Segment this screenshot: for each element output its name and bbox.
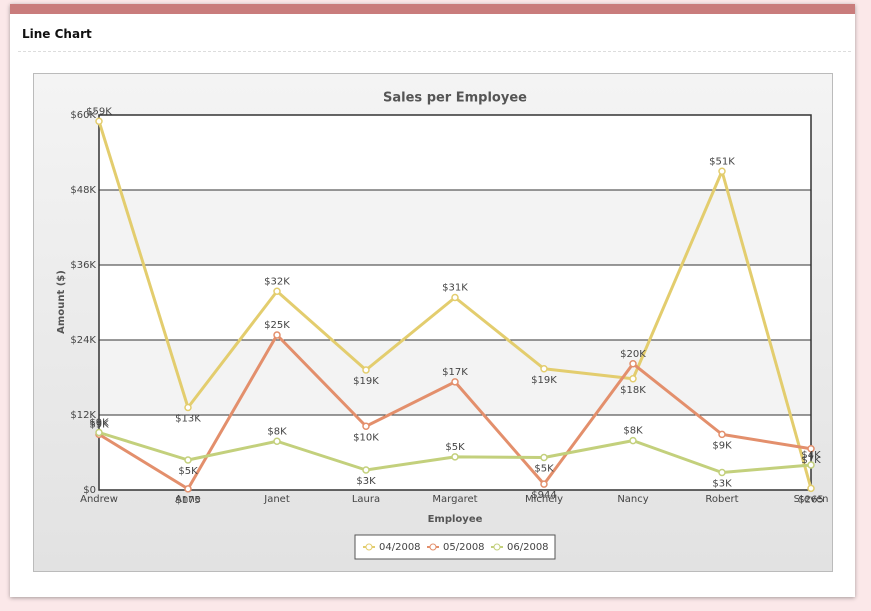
data-label: $8K (623, 426, 643, 437)
y-axis-label: Amount ($) (56, 270, 67, 334)
data-point (273, 287, 281, 295)
data-label: $5K (178, 466, 198, 477)
data-point (629, 360, 637, 368)
data-label: $4K (801, 450, 821, 461)
data-label: $9K (89, 418, 109, 429)
chart: Sales per Employee Employee Amount ($) $… (33, 73, 833, 572)
x-tick-label: Nancy (617, 494, 648, 505)
data-label: $19K (353, 376, 379, 387)
y-tick-label: $36K (70, 260, 96, 271)
plot-band (99, 340, 811, 415)
data-point (362, 422, 370, 430)
x-tick-label: Michely (525, 494, 563, 505)
data-label: $25K (264, 320, 290, 331)
panel: Line Chart Sales per Employee Employee A… (10, 4, 855, 597)
data-label: $3K (712, 479, 732, 490)
data-label: $5K (534, 464, 554, 475)
data-point (540, 453, 548, 462)
x-tick-label: Janet (263, 494, 290, 505)
y-tick-label: $24K (70, 335, 96, 346)
data-label: $9K (712, 440, 732, 451)
data-point (362, 466, 370, 474)
data-point (273, 331, 281, 339)
plot-band (99, 265, 811, 340)
legend-label: 05/2008 (443, 542, 485, 553)
data-point (95, 117, 103, 125)
plot-border (98, 114, 812, 491)
legend-box (354, 534, 556, 560)
x-tick-label: Steven (794, 494, 829, 505)
legend-label: 06/2008 (507, 542, 549, 553)
data-point (718, 430, 726, 439)
data-label: $19K (531, 375, 557, 386)
data-label: $7K (801, 455, 821, 466)
panel-title: Line Chart (22, 27, 92, 41)
data-label: $175 (175, 495, 200, 506)
x-tick-label: Robert (705, 494, 738, 505)
chart-title: Sales per Employee (383, 91, 527, 106)
data-point (184, 456, 192, 464)
data-point (95, 428, 103, 437)
data-label: $9K (89, 419, 109, 430)
data-point (184, 485, 192, 493)
data-point (451, 453, 459, 461)
legend-marker (365, 543, 373, 551)
data-point (718, 468, 726, 477)
y-tick-label: $48K (70, 185, 96, 196)
x-tick-label: Margaret (432, 494, 477, 505)
data-label: $265 (798, 494, 823, 505)
data-label: $51K (709, 156, 735, 167)
data-point (451, 293, 459, 302)
data-label: $944 (531, 490, 556, 501)
y-tick-label: $60K (70, 110, 96, 121)
separator (18, 51, 851, 52)
data-label: $18K (620, 385, 646, 396)
y-tick-label: $0 (83, 485, 96, 496)
data-label: $8K (267, 426, 287, 437)
x-axis-label: Employee (428, 514, 483, 525)
data-point (540, 480, 548, 488)
data-label: $59K (86, 106, 112, 117)
x-tick-label: Andrew (80, 494, 118, 505)
data-point (451, 378, 459, 386)
data-label: $10K (353, 432, 379, 443)
legend-marker (493, 543, 501, 551)
legend-marker (429, 543, 437, 551)
data-point (629, 375, 637, 383)
data-point (362, 366, 370, 374)
data-point (184, 403, 192, 412)
data-label: $5K (445, 442, 465, 453)
data-point (273, 437, 281, 445)
x-tick-label: Anne (175, 494, 201, 505)
data-label: $20K (620, 349, 646, 360)
data-label: $17K (442, 367, 468, 378)
legend-label: 04/2008 (379, 542, 421, 553)
data-label: $31K (442, 283, 468, 294)
data-point (807, 445, 815, 453)
data-point (718, 167, 726, 175)
data-label: $32K (264, 276, 290, 287)
x-tick-label: Laura (352, 494, 380, 505)
y-tick-label: $12K (70, 410, 96, 421)
data-point (807, 461, 815, 469)
data-point (629, 436, 637, 445)
data-point (540, 365, 548, 373)
data-point (807, 484, 815, 493)
plot-band (99, 190, 811, 265)
panel-bar (10, 4, 855, 14)
plot-band (99, 115, 811, 190)
data-label: $3K (356, 476, 376, 487)
data-label: $13K (175, 414, 201, 425)
